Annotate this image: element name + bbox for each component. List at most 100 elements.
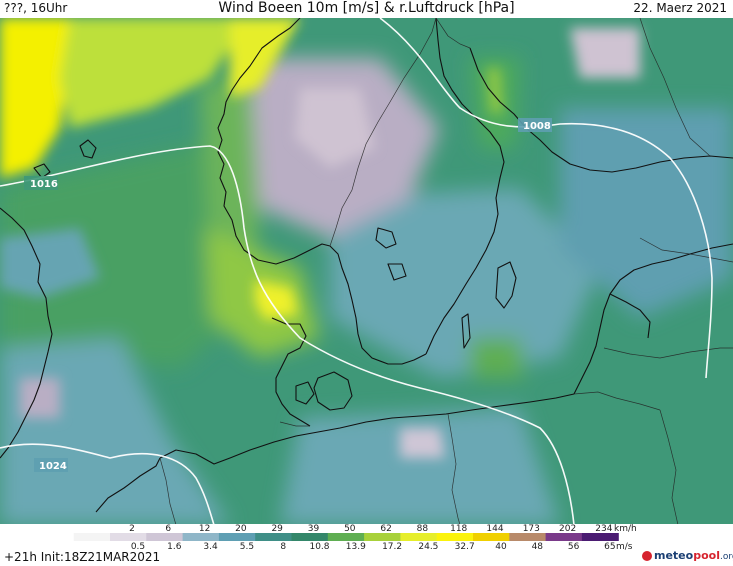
coastline-denmark xyxy=(271,317,311,427)
field-skagerrak-yellow xyxy=(255,280,298,320)
legend-kmh-tick: 29 xyxy=(271,524,283,534)
field-east-blue xyxy=(560,108,733,318)
color-legend: 2 6 12 20 29 39 50 62 88 118 144 173 202 234 km/h 0.5… xyxy=(0,524,733,566)
field-finland-light xyxy=(570,28,640,78)
legend-swatch xyxy=(581,533,619,541)
valid-time-label: ???, 16Uhr xyxy=(4,1,68,15)
legend-swatch xyxy=(473,533,510,541)
legend-kmh-tick: 6 xyxy=(165,524,172,534)
legend-ms-tick: 8 xyxy=(280,542,287,552)
legend-kmh-tick: 50 xyxy=(344,524,356,534)
coastline-norway xyxy=(217,18,331,265)
legend-swatch xyxy=(364,533,401,541)
coastlines xyxy=(0,18,733,513)
coastline-uk-east xyxy=(0,207,53,459)
legend-swatch xyxy=(146,533,184,541)
legend-swatch xyxy=(255,533,293,541)
border-lithuania-kaliningrad xyxy=(573,391,661,411)
coastline-funen xyxy=(295,381,315,405)
field-nw-yellow-coast xyxy=(230,18,300,98)
field-nw-yellow-green xyxy=(60,18,250,128)
legend-swatch xyxy=(436,533,474,541)
isobar-1016 xyxy=(0,145,575,525)
legend-ms-tick: 1.6 xyxy=(167,542,182,552)
isobars xyxy=(0,18,713,525)
legend-kmh-tick: 88 xyxy=(416,524,429,534)
legend-ms-tick: 0.5 xyxy=(130,542,146,552)
legend-swatch xyxy=(291,533,329,541)
field-baltic-blue xyxy=(330,188,600,378)
coastline-oland xyxy=(461,313,471,349)
border-germany-denmark xyxy=(279,421,310,427)
legend-kmh-tick: 62 xyxy=(380,524,392,534)
logo-dot-icon xyxy=(642,551,652,561)
border-poland-east xyxy=(659,409,679,525)
logo-text: meteopool.org xyxy=(654,549,733,562)
coastline-netherlands xyxy=(95,457,161,513)
coastline-sweden-east xyxy=(425,18,505,355)
isobar-1024 xyxy=(0,443,215,525)
field-coast-green xyxy=(200,68,260,278)
legend-kmh-tick: 39 xyxy=(307,524,320,534)
coastline-lakes xyxy=(375,227,407,281)
legend-kmh-tick: 20 xyxy=(235,524,247,534)
border-finland-russia xyxy=(639,18,711,157)
legend-swatch xyxy=(218,533,256,541)
field-west-green xyxy=(0,138,240,368)
isobar-label-1024: 1024 xyxy=(39,461,67,472)
field-norway-light xyxy=(295,88,375,168)
legend-swatch xyxy=(400,533,438,541)
isobar-labels: 1016 1008 1024 xyxy=(24,118,552,472)
border-germany-poland xyxy=(447,413,461,525)
legend-kmh-tick: 12 xyxy=(198,524,211,534)
coastline-gotland xyxy=(495,261,517,309)
legend-ms-tick: 32.7 xyxy=(454,542,475,552)
coastline-baltic-states xyxy=(573,243,733,395)
coastline-orkney xyxy=(33,163,51,179)
coastline-sweden-west xyxy=(329,245,427,365)
coastline-german-coast xyxy=(159,393,575,465)
field-central-europe-blue xyxy=(280,408,560,525)
legend-kmh-tick: 118 xyxy=(450,524,468,534)
legend-ms-tick: 13.9 xyxy=(345,542,366,552)
wind-gust-map: 1016 1008 1024 xyxy=(0,18,733,525)
legend-ms-tick: 65 xyxy=(604,542,616,552)
header-bar: Wind Boeen 10m [m/s] & r.Luftdruck [hPa]… xyxy=(0,0,733,18)
legend-swatch xyxy=(545,533,583,541)
legend-ms-tick: 48 xyxy=(531,542,544,552)
legend-ms-tick: 10.8 xyxy=(309,542,330,552)
legend-ms-tick: 40 xyxy=(495,542,507,552)
field-gotland-green xyxy=(470,338,525,378)
coastline-gulf-of-riga xyxy=(609,293,651,339)
field-bothnia-core xyxy=(487,68,503,113)
legend-ms-tick: 24.5 xyxy=(418,542,439,552)
legend-unit-kmh: km/h xyxy=(614,524,637,534)
legend-kmh-tick: 234 xyxy=(595,524,613,534)
border-sweden-finland xyxy=(435,18,471,49)
field-uk-blue xyxy=(0,228,100,298)
isobar-label-1008: 1008 xyxy=(523,121,551,132)
legend-ms-tick: 56 xyxy=(567,542,580,552)
border-germany-netherlands xyxy=(159,457,177,525)
field-central-pink xyxy=(400,428,445,458)
isobar-1008 xyxy=(379,18,713,379)
borders xyxy=(159,18,733,525)
legend-ms-tick: 5.5 xyxy=(239,542,255,552)
legend-swatch xyxy=(327,533,365,541)
border-latvia-lithuania xyxy=(603,347,733,359)
border-norway-sweden xyxy=(329,18,437,247)
init-time-label: +21h Init:18Z21MAR2021 xyxy=(4,550,161,564)
legend-colorbar xyxy=(73,533,619,541)
map-title: Wind Boeen 10m [m/s] & r.Luftdruck [hPa] xyxy=(218,0,515,16)
isobar-label-1016: 1016 xyxy=(30,179,58,190)
legend-swatch xyxy=(110,533,147,541)
valid-date-label: 22. Maerz 2021 xyxy=(633,1,727,15)
legend-kmh-tick: 144 xyxy=(486,524,504,534)
legend-kmh-tick: 202 xyxy=(559,524,577,534)
legend-swatch xyxy=(509,533,547,541)
coastline-shetland xyxy=(79,139,97,159)
legend-ms-tick: 3.4 xyxy=(203,542,218,552)
field-nw-yellow xyxy=(0,18,110,178)
legend-kmh-tick: 2 xyxy=(129,524,135,534)
